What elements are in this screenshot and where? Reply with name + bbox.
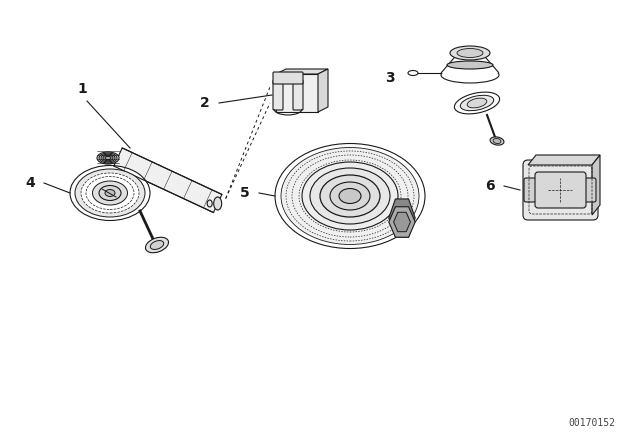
Ellipse shape: [97, 152, 119, 164]
Text: 3: 3: [385, 71, 395, 85]
Ellipse shape: [86, 177, 134, 210]
Text: 5: 5: [240, 186, 250, 200]
Ellipse shape: [454, 92, 500, 114]
FancyBboxPatch shape: [273, 80, 283, 110]
Text: 2: 2: [200, 96, 210, 110]
FancyBboxPatch shape: [524, 178, 536, 202]
Ellipse shape: [310, 168, 390, 224]
Ellipse shape: [275, 143, 425, 249]
Polygon shape: [389, 207, 415, 237]
FancyBboxPatch shape: [523, 160, 598, 220]
Ellipse shape: [207, 200, 212, 207]
FancyBboxPatch shape: [584, 178, 596, 202]
FancyBboxPatch shape: [276, 74, 318, 112]
Polygon shape: [528, 155, 600, 165]
Ellipse shape: [460, 95, 493, 111]
Ellipse shape: [70, 165, 150, 220]
Ellipse shape: [150, 241, 164, 250]
Ellipse shape: [93, 181, 127, 205]
Polygon shape: [318, 69, 328, 112]
Ellipse shape: [339, 189, 361, 203]
FancyBboxPatch shape: [535, 172, 586, 208]
Ellipse shape: [330, 182, 370, 210]
Polygon shape: [394, 212, 410, 232]
Ellipse shape: [302, 162, 398, 230]
Ellipse shape: [101, 154, 115, 162]
Polygon shape: [389, 199, 415, 237]
Ellipse shape: [214, 197, 221, 210]
FancyBboxPatch shape: [293, 80, 303, 110]
Ellipse shape: [493, 138, 501, 143]
Ellipse shape: [457, 48, 483, 57]
FancyBboxPatch shape: [273, 72, 303, 84]
Polygon shape: [276, 69, 328, 74]
Ellipse shape: [467, 98, 487, 108]
Ellipse shape: [408, 70, 418, 76]
Ellipse shape: [81, 173, 139, 213]
Ellipse shape: [441, 67, 499, 83]
Text: 4: 4: [25, 176, 35, 190]
Text: 1: 1: [77, 82, 87, 96]
Ellipse shape: [103, 155, 113, 161]
Ellipse shape: [99, 153, 117, 163]
Polygon shape: [441, 51, 499, 73]
Text: 00170152: 00170152: [568, 418, 615, 428]
Ellipse shape: [490, 137, 504, 145]
Ellipse shape: [450, 46, 490, 60]
Ellipse shape: [145, 237, 168, 253]
Ellipse shape: [99, 185, 121, 201]
Ellipse shape: [105, 156, 111, 159]
Polygon shape: [114, 148, 222, 212]
Ellipse shape: [281, 147, 419, 245]
Ellipse shape: [447, 61, 493, 69]
Text: 6: 6: [485, 179, 495, 193]
Ellipse shape: [320, 175, 380, 217]
Ellipse shape: [75, 169, 145, 217]
Polygon shape: [592, 155, 600, 215]
Ellipse shape: [105, 190, 115, 197]
